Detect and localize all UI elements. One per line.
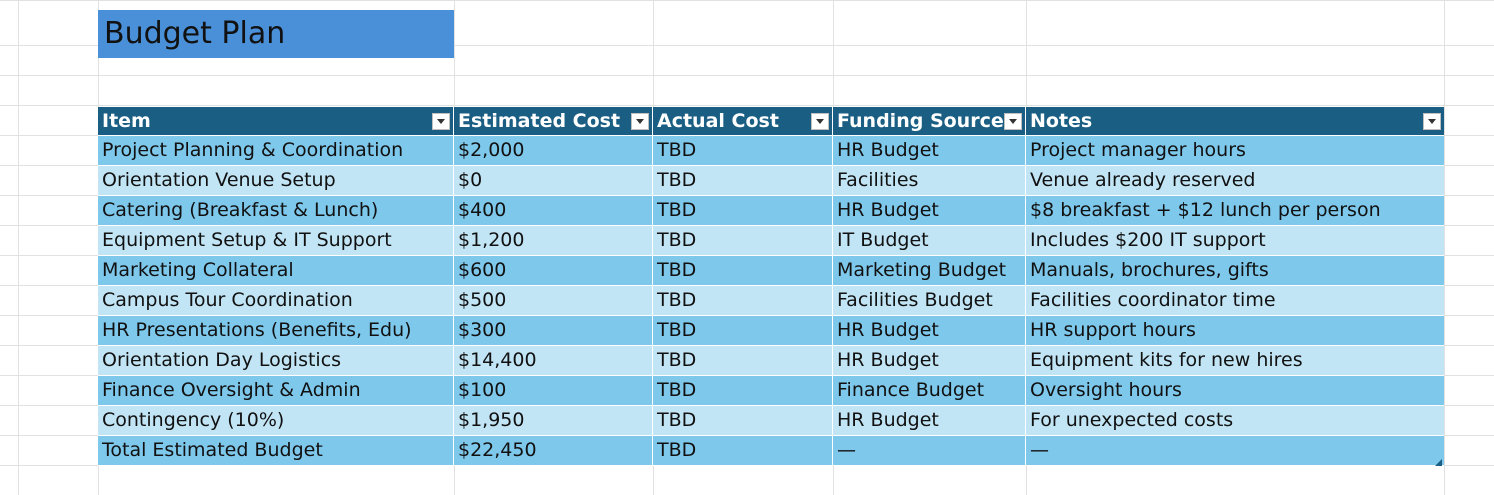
cell-funding-source[interactable]: Finance Budget [833, 376, 1026, 405]
table-row: Project Planning & Coordination $2,000 T… [98, 136, 1444, 166]
cell-funding-source[interactable]: HR Budget [833, 346, 1026, 375]
cell-estimated-cost[interactable]: $14,400 [454, 346, 653, 375]
table-row: Contingency (10%) $1,950 TBD HR Budget F… [98, 406, 1444, 436]
table-total-row: Total Estimated Budget $22,450 TBD — — [98, 436, 1444, 466]
cell-funding-source[interactable]: Facilities Budget [833, 286, 1026, 315]
table-resize-handle-icon[interactable] [1435, 459, 1442, 466]
table-header-row: Item Estimated Cost Actual Cost Funding … [98, 107, 1444, 136]
header-cell-notes[interactable]: Notes [1026, 107, 1444, 135]
sheet-title-cell[interactable]: Budget Plan [98, 10, 454, 58]
cell-item[interactable]: Orientation Day Logistics [98, 346, 454, 375]
header-cell-estimated-cost[interactable]: Estimated Cost [454, 107, 653, 135]
table-row: Catering (Breakfast & Lunch) $400 TBD HR… [98, 196, 1444, 226]
cell-estimated-cost[interactable]: $0 [454, 166, 653, 195]
cell-item[interactable]: Total Estimated Budget [98, 436, 454, 465]
header-label: Notes [1030, 110, 1093, 132]
cell-item[interactable]: Catering (Breakfast & Lunch) [98, 196, 454, 225]
cell-notes[interactable]: For unexpected costs [1026, 406, 1444, 435]
header-cell-item[interactable]: Item [98, 107, 454, 135]
header-label: Actual Cost [657, 110, 779, 132]
cell-notes[interactable]: Facilities coordinator time [1026, 286, 1444, 315]
cell-actual-cost[interactable]: TBD [653, 316, 833, 345]
cell-notes[interactable]: Venue already reserved [1026, 166, 1444, 195]
table-row: Equipment Setup & IT Support $1,200 TBD … [98, 226, 1444, 256]
cell-actual-cost[interactable]: TBD [653, 226, 833, 255]
cell-estimated-cost[interactable]: $300 [454, 316, 653, 345]
cell-item[interactable]: Project Planning & Coordination [98, 136, 454, 165]
cell-estimated-cost[interactable]: $1,200 [454, 226, 653, 255]
cell-actual-cost[interactable]: TBD [653, 346, 833, 375]
cell-estimated-cost[interactable]: $22,450 [454, 436, 653, 465]
cell-funding-source[interactable]: HR Budget [833, 316, 1026, 345]
cell-actual-cost[interactable]: TBD [653, 286, 833, 315]
cell-notes[interactable]: HR support hours [1026, 316, 1444, 345]
filter-dropdown-icon[interactable] [432, 113, 450, 130]
cell-actual-cost[interactable]: TBD [653, 256, 833, 285]
cell-funding-source[interactable]: HR Budget [833, 406, 1026, 435]
filter-dropdown-icon[interactable] [631, 113, 649, 130]
cell-estimated-cost[interactable]: $400 [454, 196, 653, 225]
cell-actual-cost[interactable]: TBD [653, 166, 833, 195]
header-label: Estimated Cost [458, 110, 621, 132]
cell-funding-source[interactable]: HR Budget [833, 196, 1026, 225]
cell-funding-source[interactable]: IT Budget [833, 226, 1026, 255]
table-row: Marketing Collateral $600 TBD Marketing … [98, 256, 1444, 286]
cell-estimated-cost[interactable]: $500 [454, 286, 653, 315]
cell-notes[interactable]: Oversight hours [1026, 376, 1444, 405]
table-row: Orientation Venue Setup $0 TBD Facilitie… [98, 166, 1444, 196]
cell-item[interactable]: Equipment Setup & IT Support [98, 226, 454, 255]
cell-estimated-cost[interactable]: $100 [454, 376, 653, 405]
cell-notes[interactable]: Equipment kits for new hires [1026, 346, 1444, 375]
cell-item[interactable]: Finance Oversight & Admin [98, 376, 454, 405]
cell-funding-source[interactable]: Marketing Budget [833, 256, 1026, 285]
table-row: Campus Tour Coordination $500 TBD Facili… [98, 286, 1444, 316]
cell-estimated-cost[interactable]: $1,950 [454, 406, 653, 435]
cell-item[interactable]: Marketing Collateral [98, 256, 454, 285]
cell-funding-source[interactable]: Facilities [833, 166, 1026, 195]
gridline-vertical [18, 0, 19, 495]
filter-dropdown-icon[interactable] [1423, 113, 1441, 130]
cell-notes[interactable]: Project manager hours [1026, 136, 1444, 165]
header-cell-actual-cost[interactable]: Actual Cost [653, 107, 833, 135]
table-row: Finance Oversight & Admin $100 TBD Finan… [98, 376, 1444, 406]
cell-funding-source[interactable]: — [833, 436, 1026, 465]
cell-funding-source[interactable]: HR Budget [833, 136, 1026, 165]
cell-actual-cost[interactable]: TBD [653, 196, 833, 225]
filter-dropdown-icon[interactable] [811, 113, 829, 130]
cell-notes[interactable]: $8 breakfast + $12 lunch per person [1026, 196, 1444, 225]
cell-actual-cost[interactable]: TBD [653, 406, 833, 435]
cell-item[interactable]: Campus Tour Coordination [98, 286, 454, 315]
header-label: Funding Source [837, 110, 1004, 132]
cell-estimated-cost[interactable]: $600 [454, 256, 653, 285]
header-cell-funding-source[interactable]: Funding Source [833, 107, 1026, 135]
filter-dropdown-icon[interactable] [1004, 113, 1022, 130]
cell-actual-cost[interactable]: TBD [653, 376, 833, 405]
table-row: HR Presentations (Benefits, Edu) $300 TB… [98, 316, 1444, 346]
cell-item[interactable]: Contingency (10%) [98, 406, 454, 435]
gridline-vertical [1444, 0, 1445, 495]
cell-notes[interactable]: Manuals, brochures, gifts [1026, 256, 1444, 285]
cell-item[interactable]: HR Presentations (Benefits, Edu) [98, 316, 454, 345]
header-label: Item [102, 110, 151, 132]
table-row: Orientation Day Logistics $14,400 TBD HR… [98, 346, 1444, 376]
cell-notes[interactable]: — [1026, 436, 1444, 465]
cell-item[interactable]: Orientation Venue Setup [98, 166, 454, 195]
cell-notes[interactable]: Includes $200 IT support [1026, 226, 1444, 255]
budget-table: Item Estimated Cost Actual Cost Funding … [98, 107, 1444, 466]
cell-actual-cost[interactable]: TBD [653, 136, 833, 165]
cell-estimated-cost[interactable]: $2,000 [454, 136, 653, 165]
cell-actual-cost[interactable]: TBD [653, 436, 833, 465]
